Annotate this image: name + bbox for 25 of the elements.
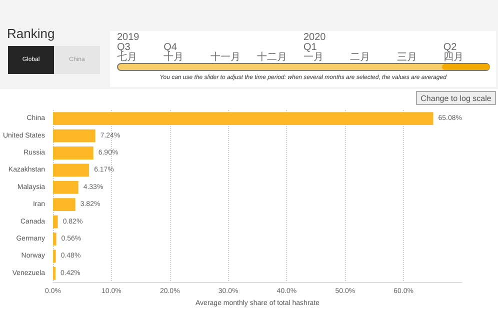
text: 一月 [304, 52, 324, 63]
text: 二月 [350, 52, 370, 63]
text: 十一月 [210, 52, 240, 63]
chart-title: Ranking [7, 26, 55, 41]
text: 七月 [117, 52, 137, 63]
bar [53, 198, 76, 212]
text: Q4 [164, 42, 177, 53]
bar [53, 112, 434, 126]
bar [53, 250, 56, 263]
text: 四月 [443, 52, 464, 63]
bar [53, 129, 96, 142]
bar [53, 232, 56, 246]
text: Q2 [443, 42, 457, 53]
text: 三月 [396, 52, 417, 63]
text: 2020 [304, 32, 326, 43]
bar [53, 215, 58, 228]
toggle-button: Change to log scale [416, 91, 496, 105]
text: Q3 [117, 42, 130, 53]
bar [53, 164, 90, 177]
text: Q1 [304, 42, 317, 53]
bar [53, 180, 78, 194]
text: 十月 [164, 52, 184, 63]
text: 2019 [117, 32, 140, 43]
text: 十二月 [256, 52, 287, 63]
bar [53, 146, 94, 160]
